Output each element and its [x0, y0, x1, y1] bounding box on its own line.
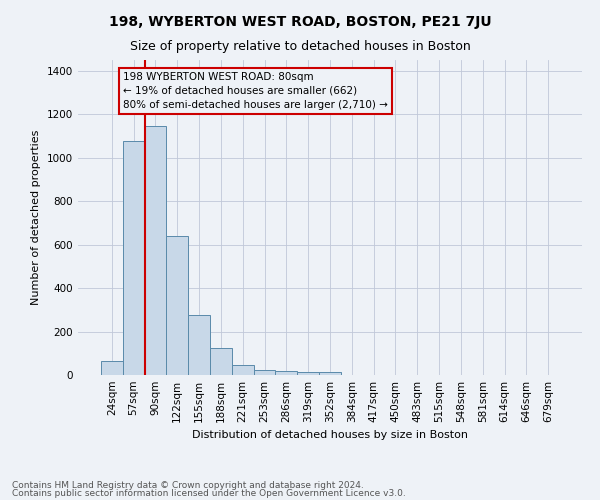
Text: 198, WYBERTON WEST ROAD, BOSTON, PE21 7JU: 198, WYBERTON WEST ROAD, BOSTON, PE21 7J… — [109, 15, 491, 29]
Text: Size of property relative to detached houses in Boston: Size of property relative to detached ho… — [130, 40, 470, 53]
Bar — [254, 370, 275, 375]
Bar — [319, 372, 341, 375]
Bar — [232, 365, 254, 375]
Bar — [145, 126, 166, 375]
Bar — [188, 316, 210, 375]
Bar — [166, 236, 188, 375]
Bar — [210, 348, 232, 375]
Text: Contains HM Land Registry data © Crown copyright and database right 2024.: Contains HM Land Registry data © Crown c… — [12, 480, 364, 490]
Bar — [101, 361, 123, 375]
Bar — [275, 370, 297, 375]
X-axis label: Distribution of detached houses by size in Boston: Distribution of detached houses by size … — [192, 430, 468, 440]
Bar — [297, 372, 319, 375]
Text: 198 WYBERTON WEST ROAD: 80sqm
← 19% of detached houses are smaller (662)
80% of : 198 WYBERTON WEST ROAD: 80sqm ← 19% of d… — [123, 72, 388, 110]
Text: Contains public sector information licensed under the Open Government Licence v3: Contains public sector information licen… — [12, 489, 406, 498]
Bar — [123, 142, 145, 375]
Y-axis label: Number of detached properties: Number of detached properties — [31, 130, 41, 305]
